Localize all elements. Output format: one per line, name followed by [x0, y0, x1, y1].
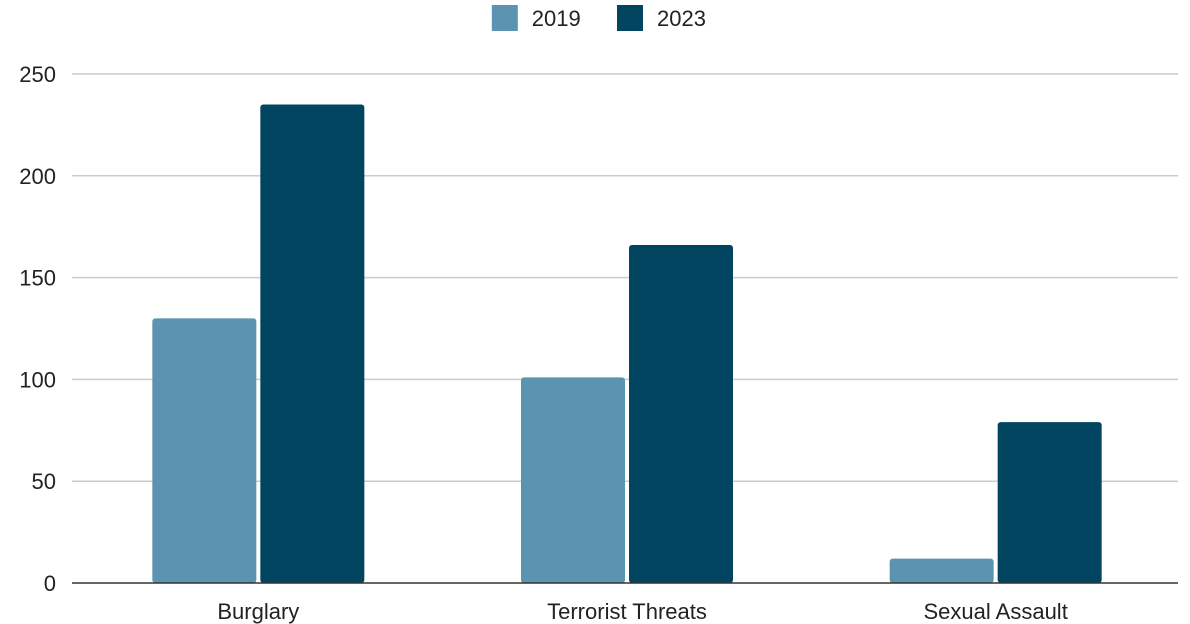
bar-burglary-2019	[152, 318, 257, 583]
legend: 2019 2023	[491, 5, 706, 31]
bar-terrorist-threats-2023	[629, 245, 733, 584]
y-tick-label: 200	[19, 164, 56, 189]
legend-label: 2019	[532, 6, 581, 31]
y-tick-label: 0	[44, 571, 56, 596]
bar-sexual-assault-2023	[997, 422, 1102, 583]
x-category-label: Sexual Assault	[924, 599, 1068, 624]
legend-swatch	[491, 5, 518, 31]
legend-item-2023: 2023	[617, 5, 706, 31]
y-tick-label: 150	[19, 266, 56, 291]
y-axis-ticks: 0 50 100 150 200 250	[19, 62, 56, 596]
x-axis-labels: Burglary Terrorist Threats Sexual Assault	[217, 599, 1067, 624]
bar-sexual-assault-2019	[889, 558, 994, 583]
gridlines	[72, 73, 1178, 482]
y-tick-label: 100	[19, 367, 56, 392]
y-tick-label: 250	[19, 62, 56, 87]
x-category-label: Burglary	[217, 599, 299, 624]
bars	[152, 104, 1102, 584]
y-tick-label: 50	[32, 469, 56, 494]
bar-terrorist-threats-2019	[521, 377, 625, 583]
x-category-label: Terrorist Threats	[547, 599, 707, 624]
legend-swatch	[617, 5, 643, 31]
legend-label: 2023	[657, 6, 706, 31]
legend-item-2019: 2019	[491, 5, 581, 31]
bar-burglary-2023	[260, 104, 365, 583]
